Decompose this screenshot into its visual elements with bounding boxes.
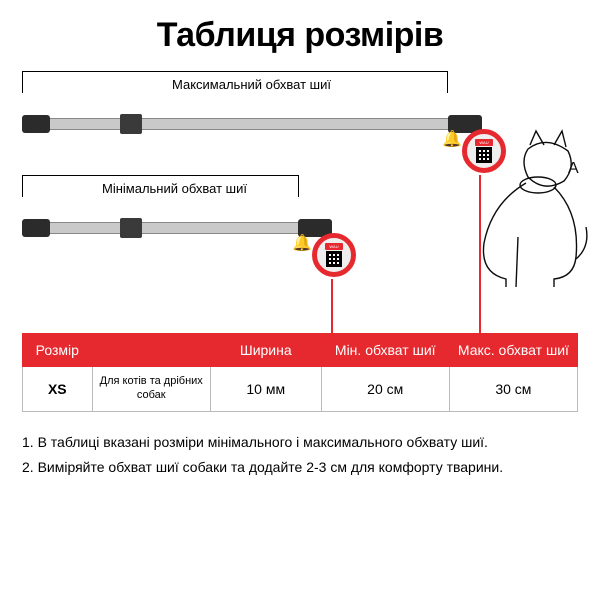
- collar-max: [22, 115, 482, 133]
- cell-desc: Для котів та дрібних собак: [92, 367, 210, 412]
- cell-min: 20 см: [321, 367, 449, 412]
- dim-min-line: [22, 175, 298, 176]
- th-desc: [92, 334, 210, 367]
- collar-min-tag: WAU DOG: [312, 233, 356, 277]
- size-table: Розмір Ширина Мін. обхват шиї Макс. обхв…: [22, 333, 578, 412]
- collar-min-bell-icon: 🔔: [292, 233, 312, 253]
- cell-max: 30 см: [449, 367, 577, 412]
- cat-silhouette-icon: A: [458, 127, 588, 287]
- dim-max-tick-r: [447, 71, 448, 93]
- qr-icon-2: [326, 251, 342, 267]
- collar-min: [22, 219, 332, 237]
- table-header-row: Розмір Ширина Мін. обхват шиї Макс. обхв…: [23, 334, 578, 367]
- cell-width: 10 мм: [210, 367, 321, 412]
- collar-min-buckle-l: [22, 219, 50, 237]
- note-2: 2. Виміряйте обхват шиї собаки та додайт…: [22, 455, 578, 480]
- dim-min-tick-r: [298, 175, 299, 197]
- collar-min-slider: [120, 218, 142, 238]
- dim-min-label: Мінімальний обхват шиї: [102, 181, 247, 196]
- cat-letter: A: [568, 160, 579, 177]
- th-width: Ширина: [210, 334, 321, 367]
- tag-brand-label-2: WAU DOG: [325, 243, 343, 250]
- arrow-max-head-icon: [474, 335, 486, 345]
- collar-max-buckle-l: [22, 115, 50, 133]
- note-1: 1. В таблиці вказані розміри мінімальног…: [22, 430, 578, 455]
- arrow-min-head-icon: [326, 335, 338, 345]
- dim-max-label: Максимальний обхват шиї: [172, 77, 331, 92]
- collar-max-slider: [120, 114, 142, 134]
- dim-max-line: [22, 71, 447, 72]
- cell-size: XS: [23, 367, 93, 412]
- th-size: Розмір: [23, 334, 93, 367]
- arrow-min-line: [331, 279, 333, 337]
- size-diagram: Максимальний обхват шиї 🔔 WAU DOG Мініма…: [22, 67, 578, 327]
- dim-max-tick-l: [22, 71, 23, 93]
- collar-min-strap: [32, 222, 312, 234]
- page-title: Таблиця розмірів: [22, 16, 578, 55]
- collar-max-strap: [32, 118, 462, 130]
- table-row: XS Для котів та дрібних собак 10 мм 20 с…: [23, 367, 578, 412]
- th-min: Мін. обхват шиї: [321, 334, 449, 367]
- th-max: Макс. обхват шиї: [449, 334, 577, 367]
- notes: 1. В таблиці вказані розміри мінімальног…: [22, 430, 578, 480]
- dim-min-tick-l: [22, 175, 23, 197]
